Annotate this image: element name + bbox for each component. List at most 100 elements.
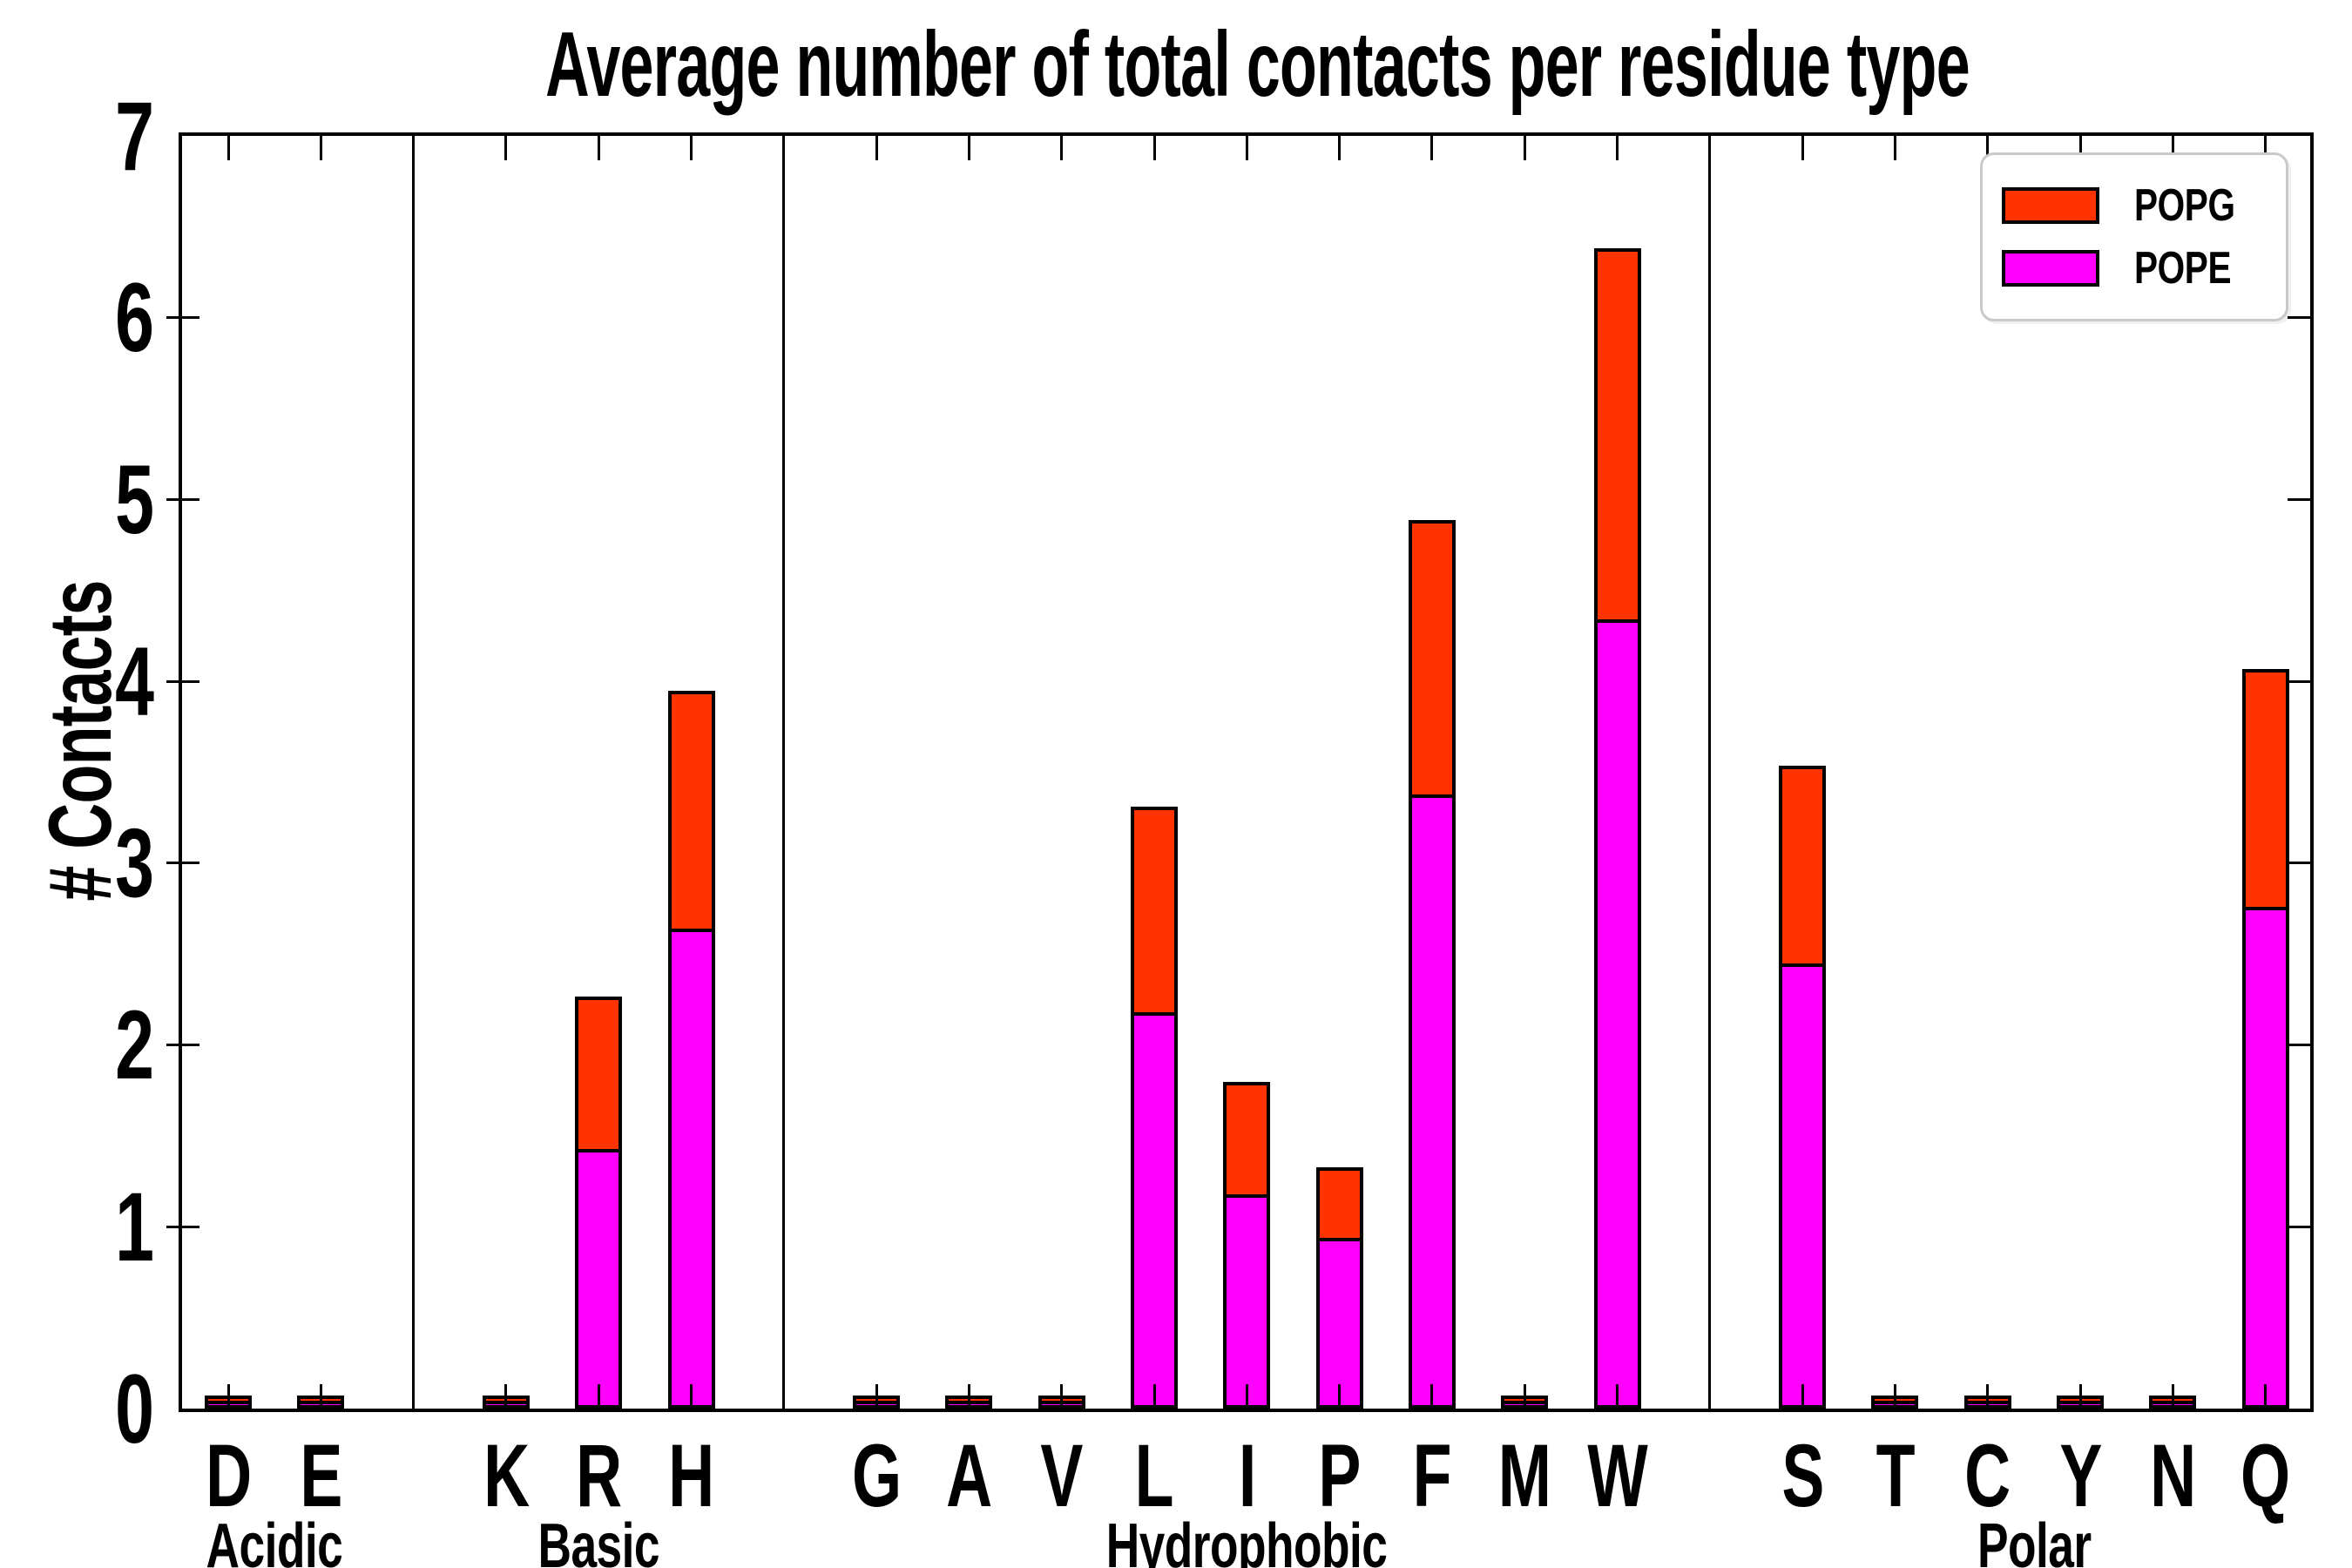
x-tick-label-text: W	[1587, 1425, 1647, 1525]
y-tick-right-3	[2288, 862, 2310, 865]
bar-I-pope-segment	[1223, 1194, 1271, 1409]
legend-swatch-popg	[2001, 187, 2099, 224]
x-tick-top-W	[1616, 136, 1619, 160]
y-tick-right-4	[2288, 679, 2310, 683]
bar-Q-popg-segment	[2241, 669, 2289, 907]
x-tick-bottom-W	[1616, 1384, 1619, 1409]
x-tick-bottom-F	[1430, 1384, 1434, 1409]
y-tick-label-text: 1	[114, 1172, 154, 1281]
y-tick-right-5	[2288, 497, 2310, 501]
legend-label-text: POPE	[2133, 243, 2231, 294]
x-tick-top-Y	[2078, 136, 2082, 160]
x-tick-label-text: G	[851, 1425, 902, 1525]
y-tick-right-6	[2288, 316, 2310, 320]
x-tick-label-text: D	[205, 1425, 252, 1525]
x-tick-label-text: Q	[2240, 1425, 2290, 1525]
x-tick-label-text: E	[300, 1425, 342, 1525]
x-tick-label-text: S	[1781, 1425, 1824, 1525]
bar-Q-pope-segment	[2241, 907, 2289, 1409]
group-label-text: Acidic	[206, 1511, 343, 1568]
x-tick-bottom-R	[597, 1384, 600, 1409]
y-tick-left-2	[166, 1044, 199, 1047]
x-tick-label-text: I	[1238, 1425, 1256, 1525]
x-tick-label-text: P	[1318, 1425, 1361, 1525]
x-tick-label-text: R	[576, 1425, 622, 1525]
legend-item-popg: POPG	[2001, 179, 2263, 232]
x-tick-bottom-V	[1060, 1384, 1064, 1409]
x-tick-bottom-H	[690, 1384, 693, 1409]
x-tick-label-text: N	[2150, 1425, 2196, 1525]
bar-F-popg-segment	[1408, 520, 1456, 794]
y-tick-label-text: 6	[114, 263, 154, 373]
x-tick-label-text: Y	[2058, 1425, 2102, 1525]
y-tick-left-6	[166, 316, 199, 320]
x-tick-label-text: T	[1876, 1425, 1915, 1525]
x-tick-top-D	[226, 136, 230, 160]
bar-P-pope-segment	[1315, 1238, 1363, 1409]
x-tick-top-M	[1523, 136, 1526, 160]
bar-L-pope-segment	[1131, 1012, 1178, 1409]
bar-H-popg-segment	[667, 691, 715, 929]
bar-L-popg-segment	[1131, 807, 1178, 1012]
y-tick-left-1	[166, 1225, 199, 1228]
y-axis-tick-labels: 0 1 2 3 4 5 6 7	[0, 82, 166, 1463]
x-tick-bottom-G	[875, 1384, 878, 1409]
legend: POPG POPE	[1979, 152, 2288, 321]
bar-W-pope-segment	[1593, 619, 1641, 1409]
x-tick-label-text: F	[1412, 1425, 1452, 1525]
x-tick-label-text: V	[1040, 1425, 1084, 1525]
x-tick-top-V	[1060, 136, 1064, 160]
x-tick-top-T	[1893, 136, 1896, 160]
x-tick-top-F	[1430, 136, 1434, 160]
x-tick-bottom-K	[504, 1384, 508, 1409]
y-tick-label-text: 3	[114, 808, 154, 918]
legend-label-popg: POPG	[2134, 179, 2263, 232]
x-tick-label-text: A	[946, 1425, 992, 1525]
x-tick-bottom-N	[2171, 1384, 2174, 1409]
y-tick-label-text: 5	[114, 444, 154, 554]
x-tick-label-text: M	[1497, 1425, 1551, 1525]
plot-area: POPG POPE	[166, 132, 2314, 1412]
bar-I-popg-segment	[1223, 1082, 1271, 1194]
group-divider	[782, 136, 786, 1409]
x-tick-bottom-A	[967, 1384, 970, 1409]
x-tick-top-C	[1986, 136, 1990, 160]
x-tick-label-text: C	[1964, 1425, 2011, 1525]
x-tick-top-S	[1801, 136, 1804, 160]
bar-S-pope-segment	[1779, 963, 1827, 1409]
y-tick-left-3	[166, 862, 199, 865]
bar-H-pope-segment	[667, 929, 715, 1409]
x-tick-top-A	[967, 136, 970, 160]
x-tick-label-text: H	[668, 1425, 714, 1525]
group-divider	[1708, 136, 1712, 1409]
y-tick-label-text: 0	[114, 1354, 154, 1463]
x-tick-top-H	[690, 136, 693, 160]
x-tick-top-K	[504, 136, 508, 160]
legend-label-text: POPG	[2133, 180, 2235, 231]
y-tick-right-2	[2288, 1044, 2310, 1047]
x-tick-bottom-E	[319, 1384, 322, 1409]
x-tick-top-Q	[2264, 136, 2268, 160]
x-tick-top-G	[875, 136, 878, 160]
group-divider	[412, 136, 416, 1409]
x-tick-bottom-I	[1245, 1384, 1248, 1409]
x-tick-bottom-M	[1523, 1384, 1526, 1409]
y-tick-label-text: 2	[114, 990, 154, 1100]
x-tick-bottom-C	[1986, 1384, 1990, 1409]
group-label-text: Polar	[1977, 1511, 2092, 1568]
legend-label-pope: POPE	[2134, 242, 2258, 294]
chart-title-text: Average number of total contacts per res…	[545, 13, 1970, 116]
x-tick-top-P	[1338, 136, 1342, 160]
x-tick-bottom-L	[1152, 1384, 1156, 1409]
x-tick-bottom-D	[226, 1384, 230, 1409]
x-tick-top-E	[319, 136, 322, 160]
legend-item-pope: POPE	[2001, 242, 2263, 294]
group-label-text: Basic	[537, 1511, 659, 1568]
x-tick-bottom-Y	[2078, 1384, 2082, 1409]
x-tick-top-R	[597, 136, 600, 160]
x-tick-label-text: K	[483, 1425, 530, 1525]
bar-S-popg-segment	[1779, 766, 1827, 963]
y-tick-left-4	[166, 679, 199, 683]
bar-W-popg-segment	[1593, 248, 1641, 619]
